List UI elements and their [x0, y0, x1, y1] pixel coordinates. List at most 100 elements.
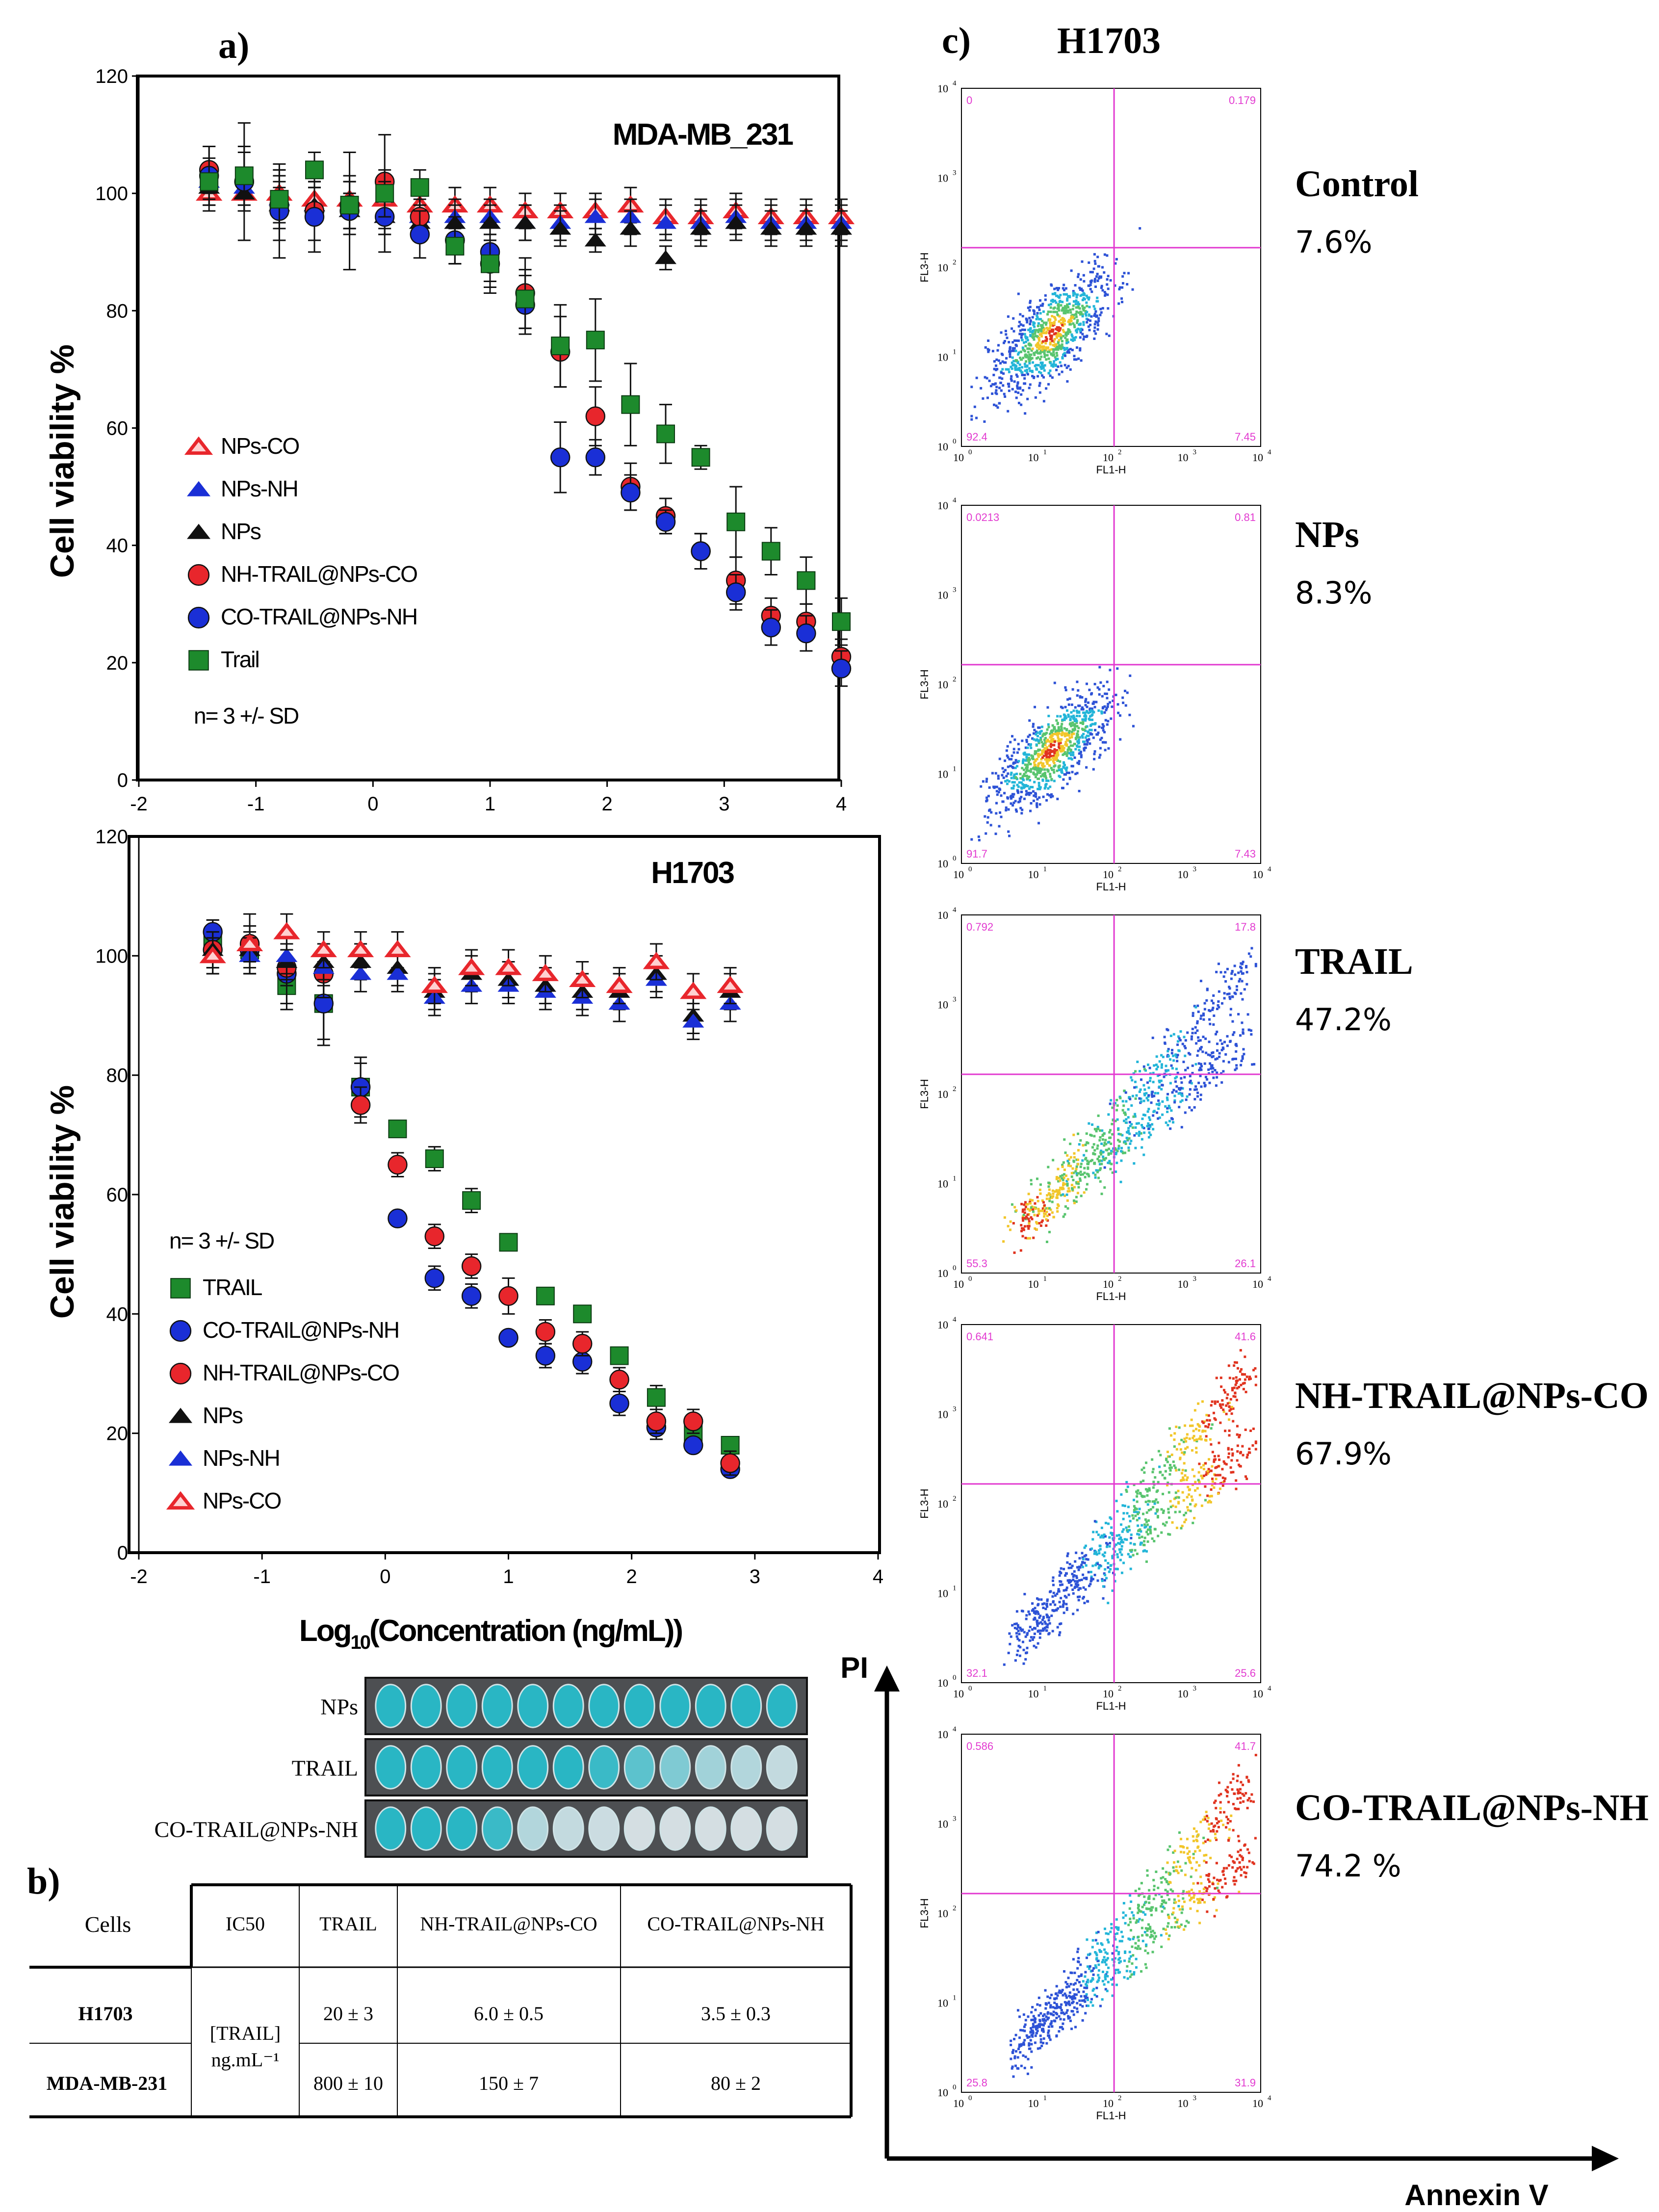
flow-event	[1235, 1381, 1238, 1384]
flow-event	[1037, 1604, 1039, 1607]
flow-event	[1199, 1098, 1202, 1101]
flow-event	[1025, 337, 1028, 340]
flow-event	[1146, 1490, 1149, 1493]
flow-event	[1081, 333, 1084, 336]
flow-event	[1221, 1403, 1224, 1406]
flow-event	[1187, 1485, 1190, 1488]
flow-event	[1031, 330, 1034, 333]
flow-event	[1043, 364, 1046, 367]
flow-event	[1223, 1462, 1226, 1465]
flow-event	[1036, 2003, 1039, 2006]
flow-event	[1031, 316, 1034, 319]
flow-event	[1080, 1563, 1083, 1566]
flow-event	[1211, 1008, 1214, 1011]
flow-panel-control: 10 010 010 110 110 210 210 310 310 410 4FL1-HFL3-H…	[918, 79, 1271, 476]
flow-event	[1039, 738, 1042, 741]
flow-event	[1171, 1049, 1174, 1052]
flow-event	[1118, 287, 1121, 290]
flow-event	[1132, 1954, 1135, 1957]
flow-event	[1087, 734, 1090, 737]
flow-event	[1089, 724, 1092, 727]
flow-event	[1015, 373, 1018, 376]
flow-event	[1044, 743, 1047, 746]
flow-event	[1064, 1574, 1067, 1577]
flow-event	[1158, 1102, 1161, 1105]
flow-event	[1084, 1544, 1087, 1547]
flow-y-tick-label: 10	[937, 589, 948, 601]
flow-event	[1182, 1476, 1185, 1479]
flow-event	[1217, 1455, 1220, 1457]
data-point	[384, 940, 411, 958]
data-point	[498, 1286, 518, 1306]
flow-event	[1038, 339, 1041, 342]
flow-event	[1028, 342, 1031, 345]
flow-event	[1030, 802, 1033, 805]
flow-event	[1055, 328, 1058, 331]
flow-event	[1057, 1180, 1060, 1183]
flow-event	[1076, 1192, 1079, 1195]
flow-event	[1049, 736, 1052, 739]
flow-event	[1160, 1508, 1163, 1511]
flow-event	[1049, 306, 1052, 309]
flow-event	[1051, 376, 1054, 379]
flow-event	[1202, 1018, 1205, 1021]
flow-event	[1129, 1542, 1132, 1545]
flow-plot-frame	[961, 88, 1261, 447]
flow-event	[1089, 284, 1092, 286]
flow-event	[1023, 797, 1026, 800]
flow-event	[1140, 1078, 1142, 1081]
flow-event	[1066, 1207, 1069, 1210]
flow-x-tick-label: 10	[1103, 868, 1114, 881]
flow-event	[1172, 1033, 1175, 1036]
flow-event	[1092, 701, 1095, 703]
flow-event	[1082, 323, 1085, 326]
flow-event	[1102, 706, 1105, 709]
flow-event	[1039, 333, 1042, 336]
flow-event	[995, 785, 998, 788]
flow-event	[1007, 756, 1010, 759]
flow-event	[1004, 769, 1007, 772]
flow-event	[1106, 1545, 1109, 1548]
flow-event	[1096, 296, 1099, 299]
flow-event	[1017, 760, 1020, 763]
flow-event	[1056, 1592, 1059, 1595]
flow-event	[1054, 332, 1057, 335]
flow-event	[1093, 312, 1096, 315]
flow-event	[1096, 1980, 1099, 1983]
flow-event	[1232, 1058, 1235, 1061]
flow-event	[1041, 765, 1044, 768]
flow-event	[1038, 1188, 1041, 1191]
flow-event	[1039, 312, 1042, 315]
flow-event	[1109, 1568, 1112, 1571]
flow-event	[1211, 1056, 1214, 1059]
flow-event	[1111, 1589, 1114, 1592]
flow-event	[1097, 709, 1100, 712]
flow-event	[975, 416, 978, 419]
flow-event	[1124, 1142, 1127, 1145]
flow-event	[1060, 1567, 1063, 1570]
flow-event	[1203, 1854, 1206, 1857]
data-point	[654, 215, 677, 229]
flow-event	[1240, 966, 1243, 969]
flow-event	[1070, 1566, 1073, 1569]
flow-x-tick-exp: 3	[1193, 448, 1197, 456]
flow-event	[1193, 1409, 1196, 1412]
flow-event	[1065, 307, 1068, 310]
flow-event	[1067, 715, 1070, 718]
flow-event	[1188, 1890, 1191, 1893]
flow-event	[1123, 1089, 1126, 1092]
flow-event	[1043, 775, 1046, 778]
flow-event	[1053, 311, 1056, 313]
series-trail	[200, 146, 851, 646]
flow-event	[1080, 1578, 1083, 1581]
flow-event	[1036, 314, 1038, 317]
flow-event	[1035, 733, 1037, 736]
flow-event	[1036, 1597, 1039, 1600]
flow-x-tick-exp: 0	[968, 2094, 972, 2102]
flow-event	[1015, 1632, 1018, 1635]
flow-event	[1115, 1567, 1118, 1570]
flow-y-tick-exp: 3	[953, 996, 957, 1004]
flow-event	[1022, 1219, 1025, 1222]
flow-event	[1038, 329, 1041, 332]
